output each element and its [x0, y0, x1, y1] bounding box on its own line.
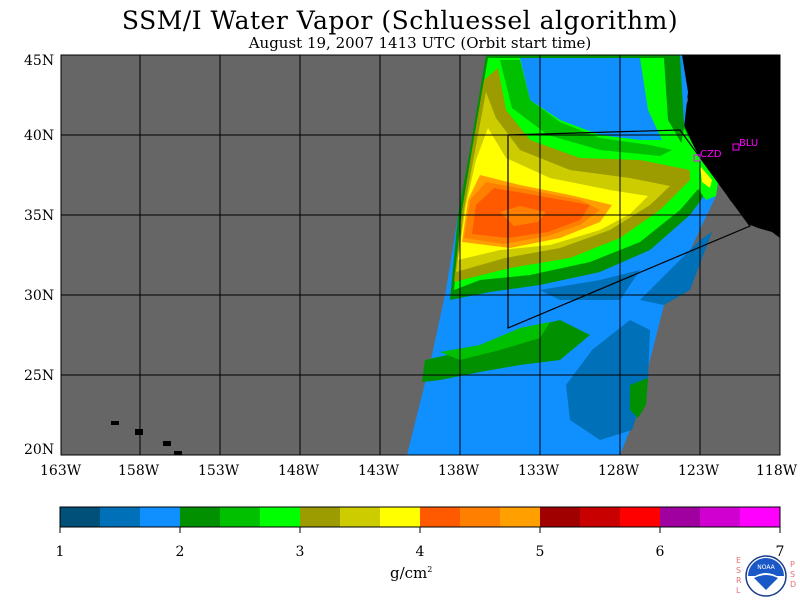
colorbar-tick-5: 5: [535, 544, 545, 560]
map-title: SSM/I Water Vapor (Schluessel algorithm): [121, 6, 679, 35]
colorbar-tick-3: 3: [295, 544, 305, 560]
colorbar-swatch: [340, 507, 381, 527]
noaa-emblem-icon: NOAA: [745, 555, 787, 597]
noaa-logo: E S R L NOAA P S D: [728, 552, 800, 600]
swath-darkblue-1: [566, 320, 650, 440]
colorbar-tick-6: 6: [655, 544, 665, 560]
station-blu-label: BLU: [739, 138, 758, 149]
colorbar-swatch: [220, 507, 261, 527]
psd-letter: S: [790, 570, 796, 579]
lon-label-138w: 138W: [438, 463, 480, 479]
esrl-letter: L: [736, 586, 741, 595]
lon-label-153w: 153W: [198, 463, 240, 479]
psd-letter: D: [790, 580, 797, 589]
colorbar-swatch: [700, 507, 741, 527]
colorbar-tick-7: 7: [775, 544, 785, 560]
lat-label-35n: 35N: [24, 208, 55, 224]
analysis-region-outline: [507, 129, 751, 329]
lat-label-25n: 25N: [24, 368, 55, 384]
colorbar-swatch: [380, 507, 421, 527]
map-frame: [60, 54, 781, 456]
swath-blue-inner-ring: [520, 58, 662, 140]
lon-label-123w: 123W: [678, 463, 720, 479]
esrl-letter: E: [736, 556, 742, 565]
station-markers: [693, 143, 740, 162]
colorbar-swatch: [660, 507, 701, 527]
colorbar-swatch: [180, 507, 221, 527]
colorbar-swatch: [300, 507, 341, 527]
colorbar: [59, 506, 781, 533]
colorbar-tick-4: 4: [415, 544, 425, 560]
colorbar-swatch: [140, 507, 181, 527]
swath-orange-core: [500, 206, 546, 226]
colorbar-swatch: [420, 507, 461, 527]
colorbar-swatch: [620, 507, 661, 527]
noaa-logo-text: NOAA: [757, 564, 775, 571]
colorbar-swatch: [500, 507, 541, 527]
swath-coastal-yellow: [700, 166, 712, 188]
psd-letter: P: [790, 560, 795, 569]
hawaii-islands: [111, 421, 182, 455]
lat-label-45n: 45N: [24, 53, 55, 69]
colorbar-tick-1: 1: [55, 544, 65, 560]
colorbar-units: g/cm2: [390, 564, 433, 582]
colorbar-swatch: [260, 507, 301, 527]
swath-darkblue-3: [540, 270, 640, 300]
swath-green-inner-ring: [500, 60, 672, 156]
colorbar-swatch: [60, 507, 101, 527]
colorbar-swatch: [580, 507, 621, 527]
lon-label-128w: 128W: [598, 463, 640, 479]
station-czd-marker: [693, 154, 701, 162]
colorbar-swatch: [540, 507, 581, 527]
lon-label-143w: 143W: [358, 463, 400, 479]
lat-label-40n: 40N: [24, 128, 55, 144]
swath-green-blob: [630, 378, 648, 418]
lat-label-30n: 30N: [24, 288, 55, 304]
esrl-letter: R: [736, 576, 742, 585]
land-north-america: [682, 55, 780, 238]
lon-label-133w: 133W: [518, 463, 560, 479]
colorbar-tick-2: 2: [175, 544, 185, 560]
lon-label-118w: 118W: [756, 463, 798, 479]
colorbar-swatch: [100, 507, 141, 527]
station-czd-label: CZD: [700, 149, 722, 160]
map-grid: [61, 55, 780, 455]
lon-label-148w: 148W: [278, 463, 320, 479]
lon-label-158w: 158W: [118, 463, 160, 479]
colorbar-swatch: [740, 507, 781, 527]
swath-green-south2: [440, 322, 550, 360]
lon-label-163w: 163W: [40, 463, 82, 479]
colorbar-swatch: [460, 507, 501, 527]
esrl-letter: S: [736, 566, 742, 575]
swath-green-south: [422, 320, 590, 382]
lat-label-20n: 20N: [24, 442, 55, 458]
map-subtitle: August 19, 2007 1413 UTC (Orbit start ti…: [248, 34, 592, 52]
station-blu-marker: [732, 143, 740, 151]
